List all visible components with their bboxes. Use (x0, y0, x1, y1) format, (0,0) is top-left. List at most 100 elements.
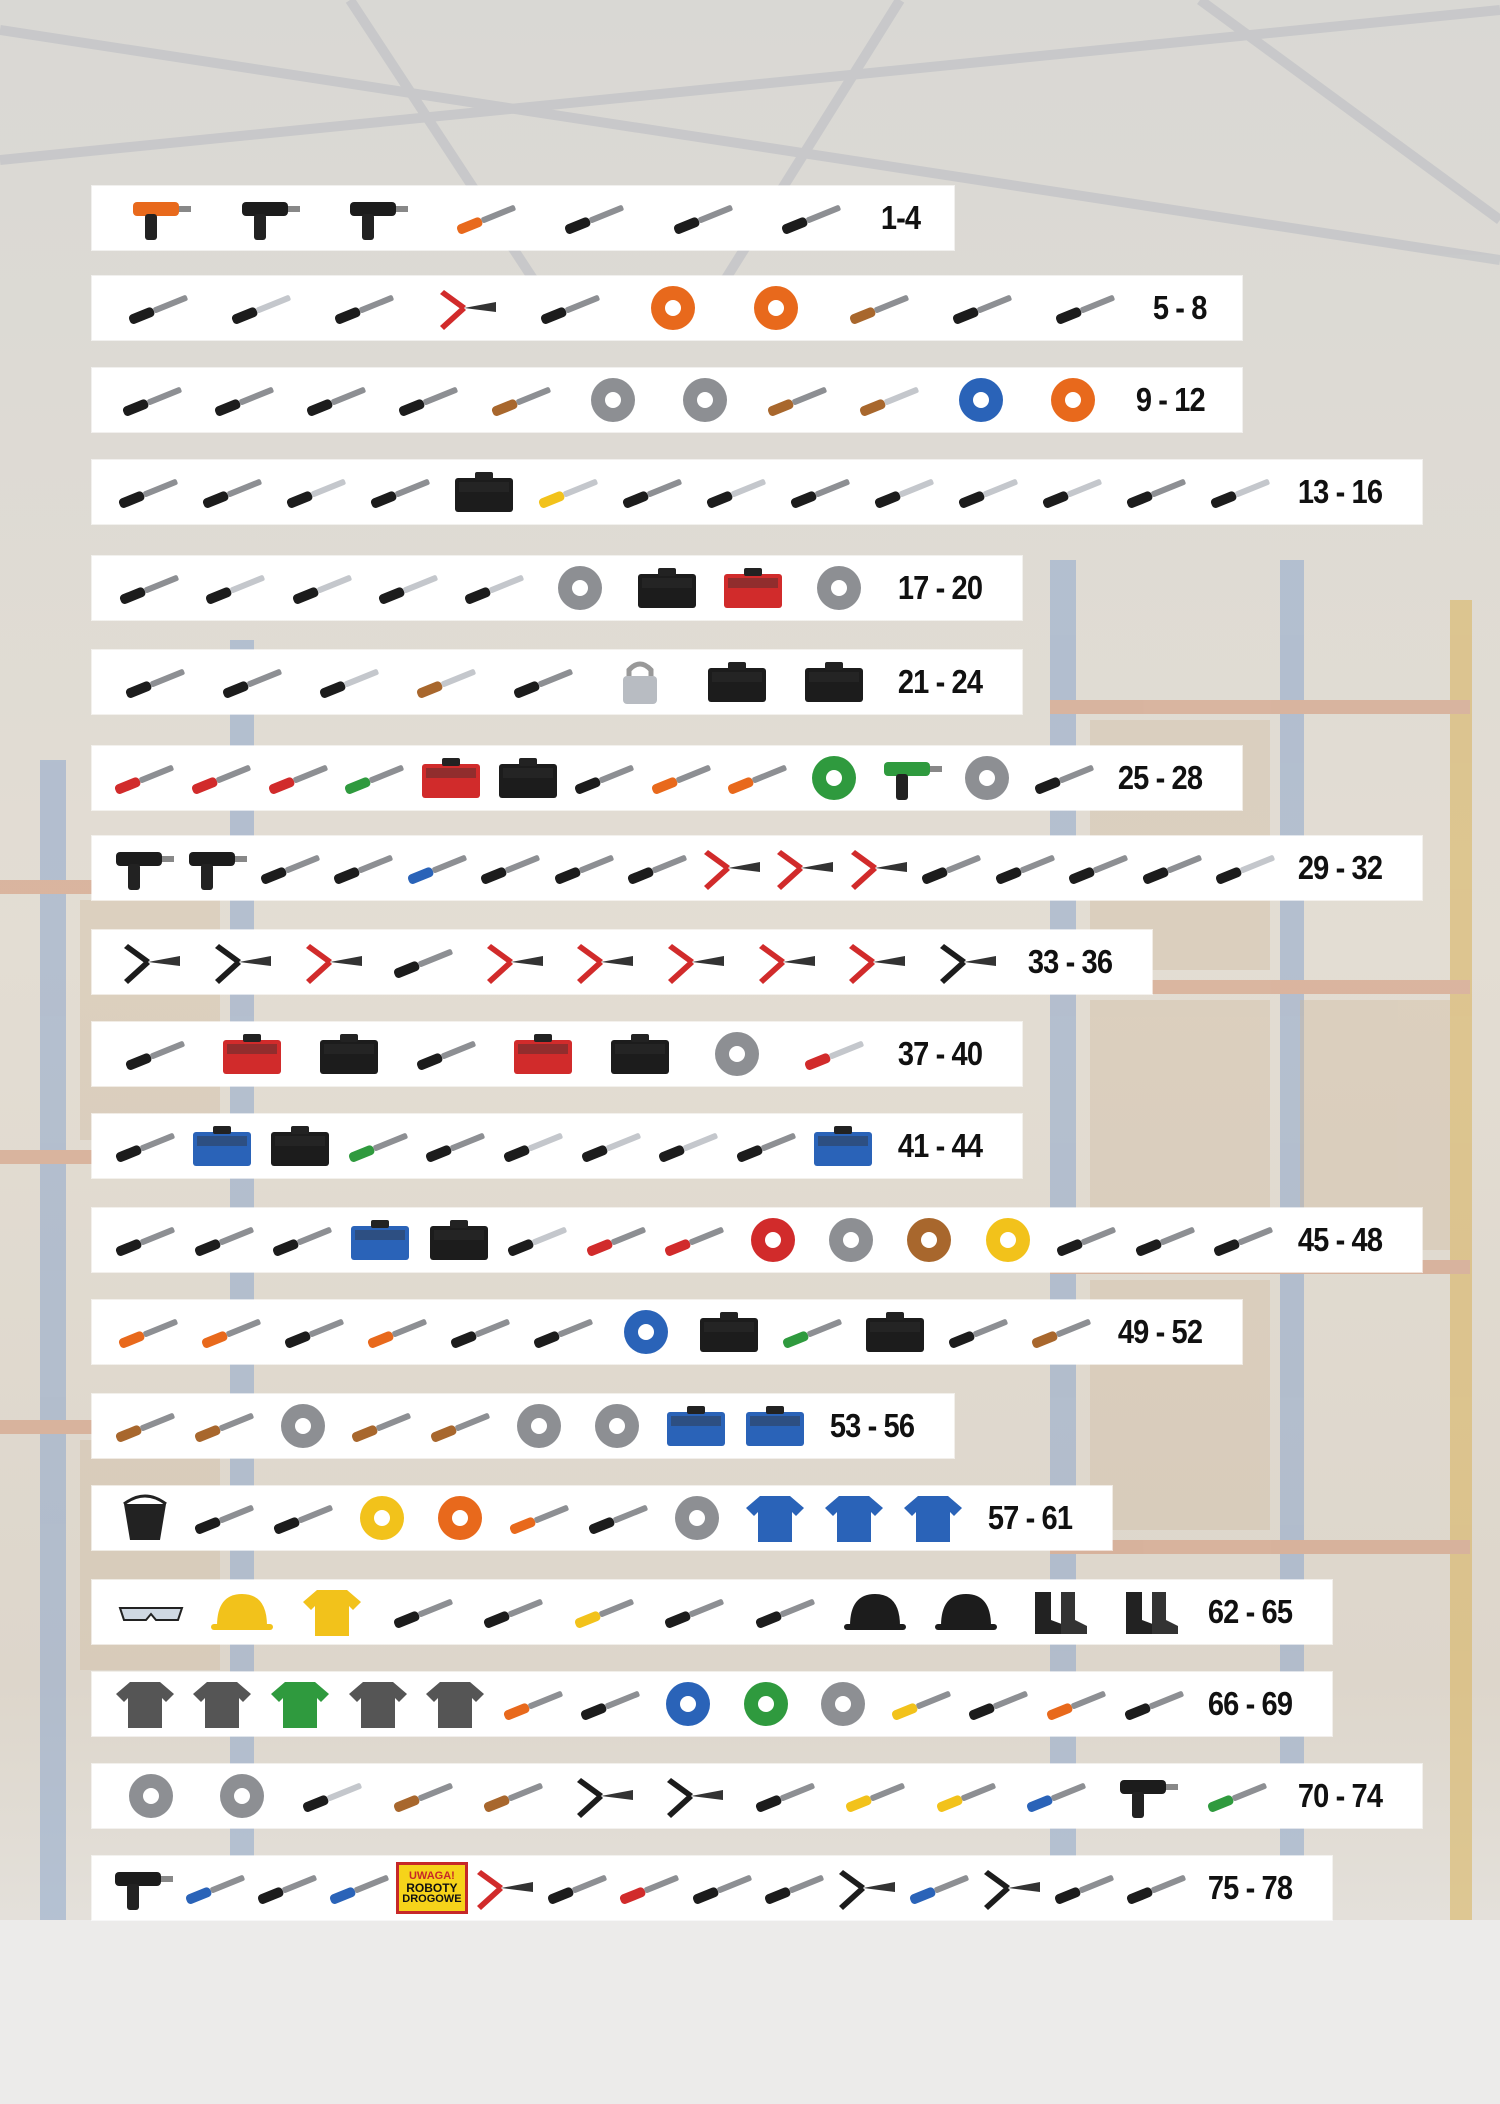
flannel-shirt-icon (184, 1672, 262, 1736)
mixer-paddle-icon (185, 1486, 264, 1550)
strip-items (106, 1394, 814, 1458)
chalk-bottle-icon (500, 1486, 579, 1550)
coupler-icon (327, 836, 401, 900)
pvc-cutter-icon (768, 836, 842, 900)
glue-sticks-icon (1026, 746, 1103, 810)
page-range-label: 41 - 44 (898, 1127, 983, 1164)
trestle-clamps-icon (613, 1856, 685, 1920)
strip-items (106, 930, 1012, 994)
chuck-key-icon (106, 556, 192, 620)
catalog-strip: 17 - 20 (92, 556, 1022, 620)
marker-icon (382, 368, 474, 432)
bench-vise-icon (577, 1208, 655, 1272)
rubber-boots-icon (1102, 1580, 1193, 1644)
stapler-icon (1135, 836, 1209, 900)
socket-set-icon (300, 1022, 397, 1086)
hole-saw-icon (358, 460, 442, 524)
strip-items (106, 276, 1137, 340)
wall-brush-icon (342, 1394, 421, 1458)
page-range-label: 5 - 8 (1152, 289, 1208, 326)
page-range-label: 1-4 (881, 199, 921, 236)
folding-knife-orange-icon (1037, 1672, 1115, 1736)
auger-bit-icon (365, 556, 451, 620)
catalog-strip: 37 - 40 (92, 1022, 1022, 1086)
scissors-icon (975, 1856, 1047, 1920)
scraper-icon (378, 930, 469, 994)
paint-roller-icon (499, 1394, 578, 1458)
saw-blade-icon (537, 556, 623, 620)
delta-pad-icon (1125, 1208, 1203, 1272)
insulation-roll-icon (604, 1300, 687, 1364)
hose-connector-icon (830, 1764, 920, 1828)
forstner-icon (1114, 460, 1198, 524)
bucket-icon (106, 1486, 185, 1550)
scriber-icon (290, 368, 382, 432)
file-handle-icon (203, 650, 300, 714)
core-bit-icon (274, 460, 358, 524)
torch-head-icon (719, 746, 796, 810)
side-cutter-icon (740, 930, 831, 994)
strip-items (106, 1208, 1282, 1272)
drawer-cabinet-icon (420, 1208, 498, 1272)
screwdriver-thin-icon (183, 746, 260, 810)
work-trousers-icon (416, 1672, 494, 1736)
blow-gun-icon (180, 836, 254, 900)
page-range-label: 53 - 56 (830, 1407, 915, 1444)
fleece-jacket-icon (106, 1672, 184, 1736)
work-gloves-icon (736, 1486, 815, 1550)
plane-icon (579, 1486, 658, 1550)
wrench-set-icon (203, 1022, 300, 1086)
tool-belt-icon (740, 1580, 831, 1644)
hammer-drill-icon (106, 186, 214, 250)
tire-gauge-icon (253, 836, 327, 900)
paint-brush-icon (106, 1394, 185, 1458)
lopper-icon (649, 1764, 739, 1828)
beanie-lamp-icon (830, 1580, 921, 1644)
blades-icon (209, 276, 312, 340)
warning-sign-line2: ROBOTY (406, 1881, 458, 1895)
warning-sign: UWAGA! ROBOTY DROGOWE (395, 1862, 468, 1914)
nozzle-icon (251, 1856, 323, 1920)
markers-icon (106, 368, 198, 432)
page-range-label: 66 - 69 (1208, 1685, 1293, 1722)
wire-stripper-icon (922, 930, 1013, 994)
leveling-staff-icon (377, 1764, 467, 1828)
tin-snips-icon (469, 930, 560, 994)
page-range-label: 70 - 74 (1298, 1777, 1383, 1814)
chisel-icon (106, 650, 203, 714)
page-range-label: 21 - 24 (898, 663, 983, 700)
utility-knife-icon (106, 276, 209, 340)
catalog-strip: 25 - 28 (92, 746, 1242, 810)
multimeter-icon (339, 1114, 417, 1178)
screwdriver-green-icon (336, 746, 413, 810)
zip-ties-roll-icon (106, 1764, 196, 1828)
long-tape-icon (725, 276, 828, 340)
foam-pad-icon (969, 1208, 1047, 1272)
film-pack-icon (853, 1300, 936, 1364)
face-shield-icon (378, 1580, 469, 1644)
carpenter-pencils-icon (198, 368, 290, 432)
headlamp-icon (494, 1672, 572, 1736)
saber-blade-icon (106, 460, 190, 524)
bit-holders-icon (1030, 460, 1114, 524)
diamond-disc-icon (567, 368, 659, 432)
crowbar-icon (648, 186, 756, 250)
warning-sign-icon: UWAGA! ROBOTY DROGOWE (395, 1856, 468, 1920)
crimper-icon (287, 930, 378, 994)
hose-fittings-icon (178, 1856, 250, 1920)
wire-coil-icon (196, 1764, 286, 1828)
page-range-label: 75 - 78 (1208, 1869, 1293, 1906)
rivet-gun-icon (106, 930, 197, 994)
insulation-tape-icon (649, 1672, 727, 1736)
catalog-strip: 1-4 (92, 186, 954, 250)
catalog-strip: 53 - 56 (92, 1394, 954, 1458)
socket-case-icon (494, 1022, 591, 1086)
square-ruler-icon (475, 368, 567, 432)
floor-jack-icon (541, 1856, 613, 1920)
chain-mesh-icon (287, 1764, 377, 1828)
sanding-block-icon (1047, 1208, 1125, 1272)
catalog-strip: 70 - 74 (92, 1764, 1422, 1828)
cutting-disc-icon (659, 368, 751, 432)
pipe-wrench-icon (915, 836, 989, 900)
screwdriver-black-icon (259, 746, 336, 810)
